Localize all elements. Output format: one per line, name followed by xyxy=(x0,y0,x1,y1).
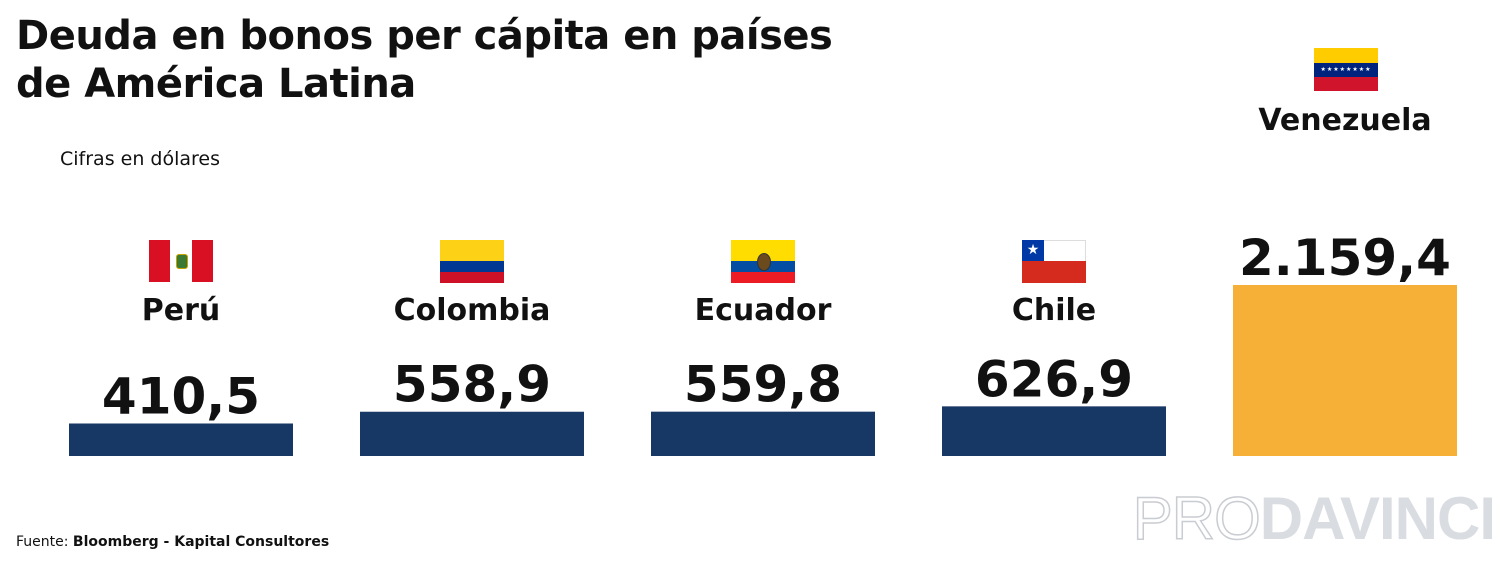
bar-ecuador xyxy=(651,411,875,456)
source-text: Bloomberg - Kapital Consultores xyxy=(72,534,330,550)
value-label-chile: 626,9 xyxy=(975,350,1133,408)
chile-flag-icon: ★ xyxy=(1022,240,1086,283)
category-label-peru: Perú xyxy=(142,293,221,328)
colombia-flag-icon xyxy=(440,240,504,283)
bar-chile xyxy=(942,406,1166,456)
venezuela-flag-icon: ★★★★★★★★ xyxy=(1314,48,1378,91)
source-label: Fuente: xyxy=(16,534,73,550)
logo-part-1: PRO xyxy=(1132,484,1262,553)
category-label-venezuela: Venezuela xyxy=(1258,103,1431,138)
value-label-ecuador: 559,8 xyxy=(684,356,842,414)
source-note: Fuente: Bloomberg - Kapital Consultores xyxy=(16,534,329,550)
bar-colombia xyxy=(360,411,584,456)
chart-title: Deuda en bonos per cápita en países de A… xyxy=(16,13,833,107)
logo-part-2: DAVINCI xyxy=(1259,484,1496,552)
bar-peru xyxy=(69,423,293,456)
prodavinci-logo: PRO DAVINCI xyxy=(1132,478,1496,558)
value-label-peru: 410,5 xyxy=(102,367,260,425)
value-label-venezuela: 2.159,4 xyxy=(1239,229,1451,287)
category-label-chile: Chile xyxy=(1012,293,1096,328)
ecuador-flag-icon xyxy=(731,240,795,283)
bar-venezuela xyxy=(1233,285,1457,456)
value-label-colombia: 558,9 xyxy=(393,356,551,414)
chart-subtitle: Cifras en dólares xyxy=(60,148,220,170)
category-label-colombia: Colombia xyxy=(394,293,551,328)
peru-flag-icon xyxy=(149,240,213,282)
category-label-ecuador: Ecuador xyxy=(695,293,832,328)
